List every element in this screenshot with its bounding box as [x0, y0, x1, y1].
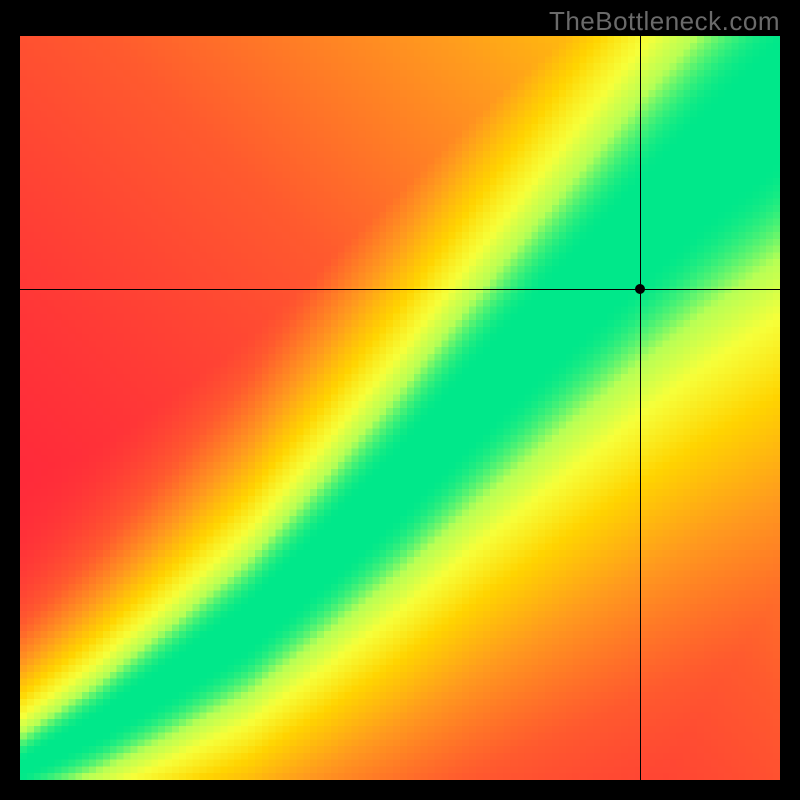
plot-area	[20, 36, 780, 780]
selection-marker[interactable]	[635, 284, 645, 294]
watermark-text: TheBottleneck.com	[549, 6, 780, 37]
heatmap-canvas	[20, 36, 780, 780]
crosshair-vertical	[640, 36, 641, 780]
crosshair-horizontal	[20, 289, 780, 290]
